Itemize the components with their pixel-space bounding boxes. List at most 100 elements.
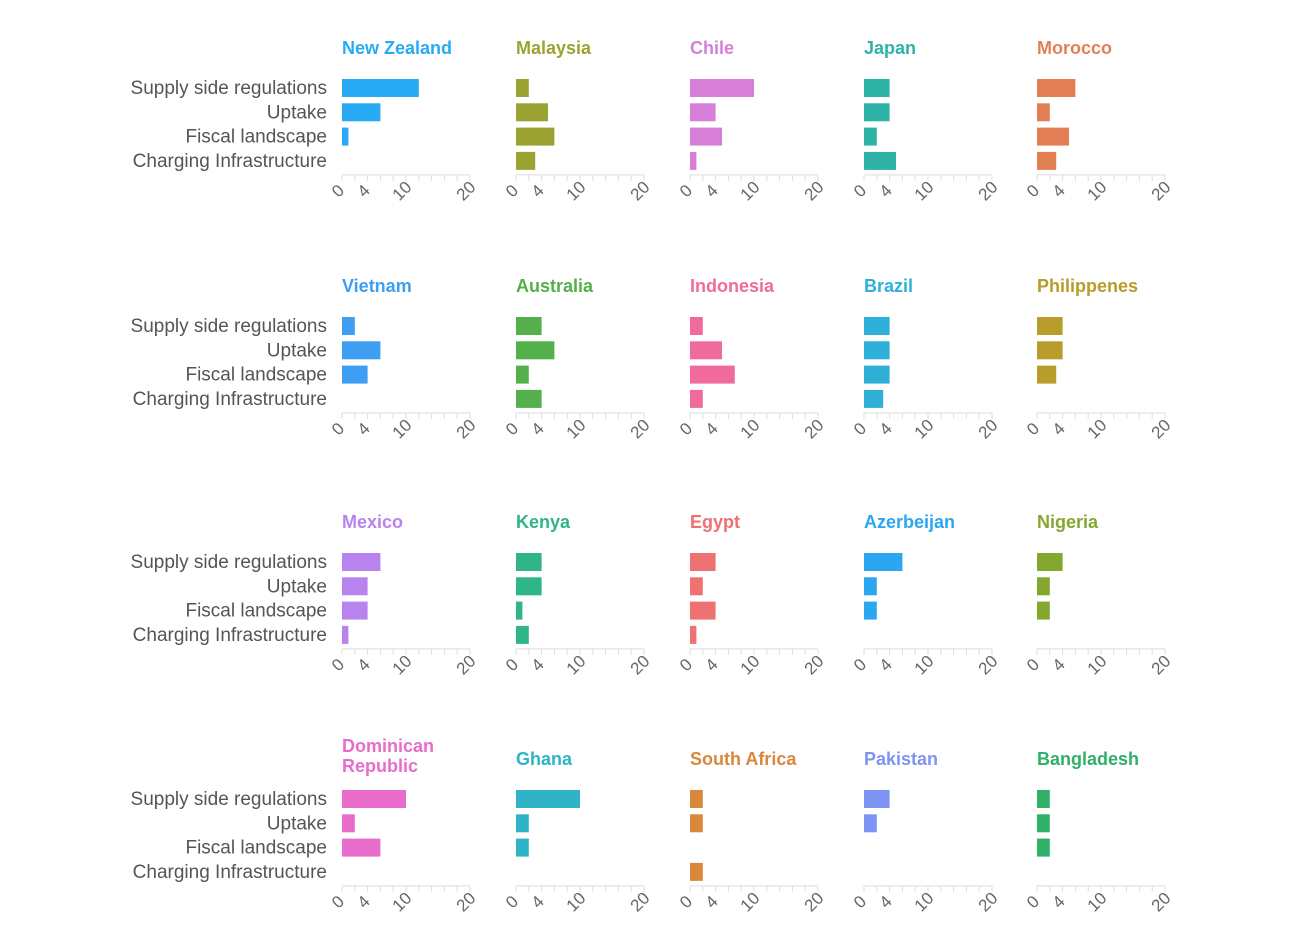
x-tick-label: 4 [528,419,548,439]
bar [864,790,890,808]
bar [342,790,406,808]
panel: Pakistan 0 4 10 20 [850,749,1001,915]
x-tick-label: 10 [737,416,764,443]
x-tick-label: 0 [502,181,522,201]
bar [690,365,735,384]
category-label: Charging Infrastructure [133,389,327,410]
panel-title: New Zealand [342,38,452,58]
bar [1037,127,1069,146]
x-tick-label: 10 [911,889,938,916]
bar [516,365,529,384]
x-tick-label: 0 [502,419,522,439]
bar [690,389,703,408]
panel: Philippenes 0 4 10 20 [1023,276,1174,442]
panel-title: Brazil [864,276,913,296]
panel-title: Vietnam [342,276,412,296]
x-tick-label: 20 [975,889,1002,916]
panel-title: Kenya [516,512,571,532]
x-tick-label: 4 [354,181,374,201]
bar [342,601,368,620]
bar [690,151,697,170]
x-tick-label: 0 [328,181,348,201]
bar [864,103,890,122]
category-label: Supply side regulations [131,78,327,99]
bar [864,553,903,571]
bar [516,79,529,97]
x-tick-label: 0 [850,655,870,675]
x-tick-label: 0 [502,892,522,912]
category-label: Fiscal landscape [185,365,327,386]
x-tick-label: 4 [876,655,896,675]
x-tick-label: 10 [563,889,590,916]
panel-title: Dominican [342,736,434,756]
x-tick-label: 20 [453,178,480,205]
bar [516,389,542,408]
bar [864,341,890,360]
x-tick-label: 20 [801,416,828,443]
bar [864,317,890,335]
panel: Vietnam 0 4 10 20 [328,276,479,442]
bar [864,601,877,620]
bar [864,814,877,833]
bar [690,317,703,335]
bar [690,103,716,122]
panel-title: Chile [690,38,734,58]
bar [1037,553,1063,571]
x-tick-label: 4 [702,181,722,201]
panel-title: Malaysia [516,38,592,58]
x-tick-label: 10 [911,178,938,205]
bar [342,838,381,857]
panel-title: Morocco [1037,38,1112,58]
x-tick-label: 0 [502,655,522,675]
x-tick-label: 10 [1084,178,1111,205]
panel: Kenya 0 4 10 20 [502,512,653,678]
bar [1037,79,1076,97]
panel-title: Indonesia [690,276,775,296]
category-label: Fiscal landscape [185,601,327,622]
panel: Egypt 0 4 10 20 [676,512,827,678]
bar [864,127,877,146]
category-label: Supply side regulations [131,789,327,810]
panel: Ghana 0 4 10 20 [502,749,653,915]
bar [516,838,529,857]
bar [342,625,349,644]
bar [1037,341,1063,360]
x-tick-label: 4 [354,655,374,675]
bar [1037,365,1057,384]
bar [516,553,542,571]
bar [690,814,703,833]
bar [516,341,555,360]
panel: Chile 0 4 10 20 [676,38,827,204]
x-tick-label: 4 [876,419,896,439]
panel: Morocco 0 4 10 20 [1023,38,1174,204]
x-tick-label: 4 [528,181,548,201]
panel-title: Bangladesh [1037,749,1139,769]
bar [342,127,349,146]
panel-title: Republic [342,756,418,776]
x-tick-label: 4 [876,181,896,201]
bar [690,79,754,97]
bar [342,317,355,335]
panel-title: Nigeria [1037,512,1099,532]
x-tick-label: 10 [911,416,938,443]
bar [516,601,523,620]
x-tick-label: 4 [876,892,896,912]
panel: Azerbeijan 0 4 10 20 [850,512,1001,678]
panel-title: Philippenes [1037,276,1138,296]
x-tick-label: 10 [389,652,416,679]
panel-title: South Africa [690,749,797,769]
category-label: Supply side regulations [131,552,327,573]
x-tick-label: 4 [354,419,374,439]
panel: New Zealand 0 4 10 20 [328,38,479,204]
x-tick-label: 20 [453,652,480,679]
x-tick-label: 20 [1148,889,1175,916]
x-tick-label: 20 [975,652,1002,679]
x-tick-label: 20 [1148,416,1175,443]
panel: Bangladesh 0 4 10 20 [1023,749,1174,915]
panel: Brazil 0 4 10 20 [850,276,1001,442]
category-label: Charging Infrastructure [133,151,327,172]
bar [516,577,542,596]
bar [690,553,716,571]
x-tick-label: 0 [1023,181,1043,201]
